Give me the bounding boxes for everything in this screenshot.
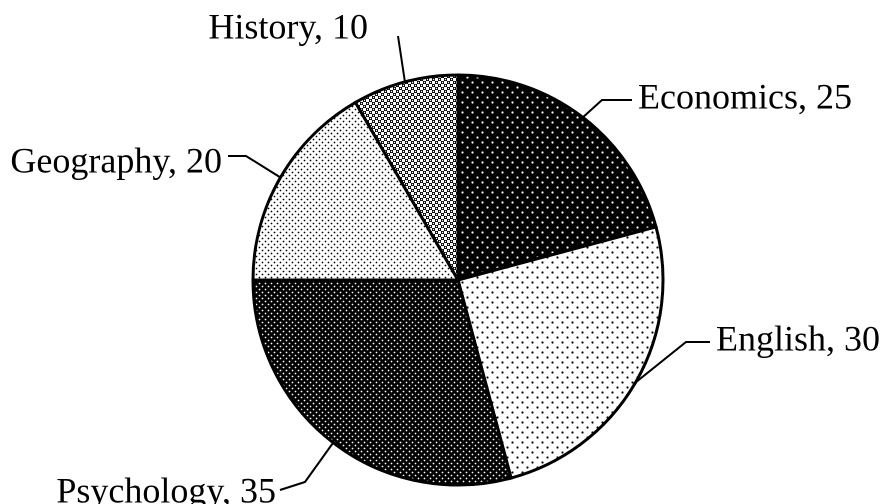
slice-label-history: History, 10: [208, 6, 368, 46]
slice-label-geography: Geography, 20: [10, 140, 222, 180]
slice-label-psychology: Psychology, 35: [56, 470, 276, 504]
slice-label-economics: Economics, 25: [638, 76, 852, 116]
pie-slices: [251, 73, 665, 487]
pie-slice-economics: [456, 73, 658, 282]
pie-slice-history: [353, 73, 460, 286]
pie-slice-english: [456, 225, 665, 480]
leader-lines: [228, 35, 710, 491]
slice-labels: Economics, 25 English, 30 Psychology, 35 Ge…: [10, 6, 880, 504]
leader-line-history: [397, 35, 406, 83]
leader-line-economics: [582, 99, 632, 119]
slice-label-english: English, 30: [716, 318, 880, 358]
leader-line-english: [634, 341, 710, 384]
pie-slice-geography: [251, 100, 461, 282]
leader-line-psychology: [279, 442, 335, 491]
leader-line-geography: [228, 155, 281, 179]
